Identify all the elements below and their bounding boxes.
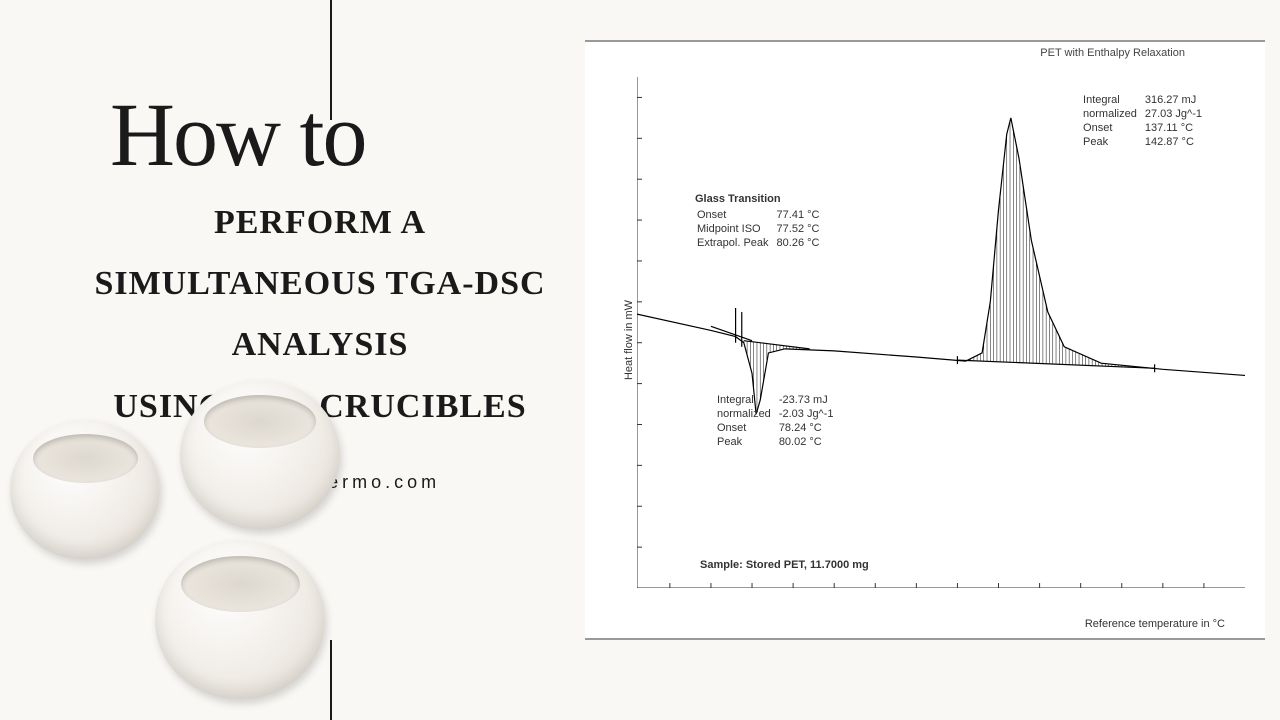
y-axis-label: Heat flow in mW — [623, 300, 635, 380]
glass-table: Onset77.41 °CMidpoint ISO77.52 °CExtrapo… — [695, 207, 827, 251]
crucible-image-2 — [180, 380, 340, 530]
title-line-2: SIMULTANEOUS TGA-DSC — [80, 253, 560, 314]
left-panel: How to PERFORM A SIMULTANEOUS TGA-DSC AN… — [0, 0, 580, 720]
crucible-image-1 — [10, 420, 160, 560]
dsc-chart: PET with Enthalpy Relaxation Heat flow i… — [585, 40, 1265, 640]
crucible-image-3 — [155, 540, 325, 700]
melt-annotation: Integral316.27 mJ normalized27.03 Jg^-1O… — [1081, 92, 1210, 150]
title-line-1: PERFORM A — [80, 192, 560, 253]
plot-area: 60708090100110120130140150160170180190-1… — [637, 77, 1245, 588]
melt-table: Integral316.27 mJ normalized27.03 Jg^-1O… — [1081, 92, 1210, 150]
plot-svg: 60708090100110120130140150160170180190-1… — [637, 77, 1245, 588]
title-line-3: ANALYSIS — [80, 314, 560, 375]
sample-label: Sample: Stored PET, 11.7000 mg — [700, 558, 869, 573]
divider-top — [330, 0, 332, 120]
endotherm-annotation: Integral-23.73 mJ normalized-2.03 Jg^-1O… — [715, 392, 842, 450]
right-panel: PET with Enthalpy Relaxation Heat flow i… — [580, 0, 1280, 720]
divider-bottom — [330, 640, 332, 720]
x-axis-label: Reference temperature in °C — [1085, 618, 1225, 630]
glass-title: Glass Transition — [695, 193, 781, 205]
howto-heading: How to — [110, 100, 560, 172]
glass-transition-annotation: Glass Transition Onset77.41 °CMidpoint I… — [695, 192, 827, 251]
endo-table: Integral-23.73 mJ normalized-2.03 Jg^-1O… — [715, 392, 842, 450]
chart-title: PET with Enthalpy Relaxation — [1040, 47, 1185, 59]
